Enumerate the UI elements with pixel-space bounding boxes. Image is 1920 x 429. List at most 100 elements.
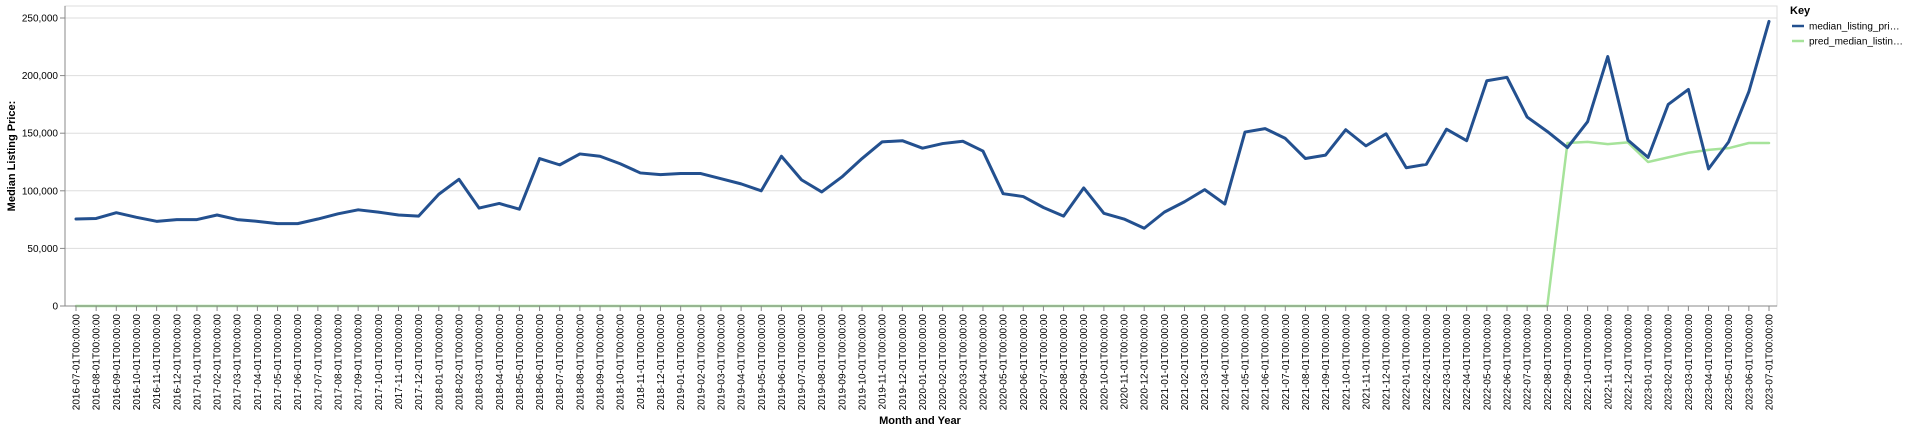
x-tick-label: 2019-10-01T00:00:00	[858, 314, 869, 411]
x-tick-label: 2023-04-01T00:00:00	[1704, 314, 1715, 411]
legend: Key median_listing_pri… pred_median_listi…	[1790, 5, 1903, 48]
x-tick-label: 2020-06-01T00:00:00	[1019, 314, 1030, 411]
x-tick-label: 2020-01-01T00:00:00	[918, 314, 929, 411]
x-tick-label: 2021-11-01T00:00:00	[1361, 314, 1372, 410]
x-tick-label: 2017-11-01T00:00:00	[394, 314, 405, 410]
x-tick-label: 2018-05-01T00:00:00	[515, 314, 526, 411]
x-tick-label: 2017-09-01T00:00:00	[354, 314, 365, 411]
x-tick-label: 2022-03-01T00:00:00	[1442, 314, 1453, 411]
x-tick-label: 2017-05-01T00:00:00	[273, 314, 284, 411]
x-tick-label: 2020-02-01T00:00:00	[938, 314, 949, 411]
x-tick-label: 2022-06-01T00:00:00	[1502, 314, 1513, 411]
x-tick-label: 2018-08-01T00:00:00	[575, 314, 586, 411]
x-tick-label: 2020-08-01T00:00:00	[1059, 314, 1070, 411]
x-tick-label: 2019-07-01T00:00:00	[797, 314, 808, 411]
x-tick-label: 2021-04-01T00:00:00	[1220, 314, 1231, 411]
x-tick-label: 2017-02-01T00:00:00	[213, 314, 224, 411]
y-axis: 0 50,000 100,000 150,000 200,000 250,000	[22, 6, 66, 313]
x-tick-label: 2021-09-01T00:00:00	[1321, 314, 1332, 411]
x-tick-label: 2019-11-01T00:00:00	[878, 314, 889, 410]
x-tick-label: 2023-01-01T00:00:00	[1644, 314, 1655, 411]
x-tick-label: 2022-10-01T00:00:00	[1583, 314, 1594, 411]
x-tick-label: 2018-04-01T00:00:00	[495, 314, 506, 411]
x-tick-label: 2020-03-01T00:00:00	[958, 314, 969, 411]
x-tick-label: 2021-08-01T00:00:00	[1301, 314, 1312, 411]
x-tick-label: 2018-06-01T00:00:00	[535, 314, 546, 411]
x-tick-label: 2018-12-01T00:00:00	[656, 314, 667, 411]
legend-title: Key	[1790, 5, 1811, 17]
x-tick-label: 2022-09-01T00:00:00	[1563, 314, 1574, 411]
y-tick-label: 200,000	[22, 71, 59, 82]
x-tick-label: 2023-02-01T00:00:00	[1664, 314, 1675, 411]
x-tick-label: 2022-02-01T00:00:00	[1422, 314, 1433, 411]
x-tick-label: 2018-07-01T00:00:00	[555, 314, 566, 411]
x-tick-label: 2016-11-01T00:00:00	[152, 314, 163, 410]
x-tick-label: 2017-07-01T00:00:00	[313, 314, 324, 411]
x-tick-label: 2022-04-01T00:00:00	[1462, 314, 1473, 411]
x-tick-label: 2016-12-01T00:00:00	[172, 314, 183, 411]
series-line-1	[74, 19, 1771, 230]
x-tick-label: 2019-03-01T00:00:00	[716, 314, 727, 411]
x-tick-label: 2022-12-01T00:00:00	[1623, 314, 1634, 411]
x-tick-label: 2022-11-01T00:00:00	[1603, 314, 1614, 410]
x-tick-label: 2020-09-01T00:00:00	[1079, 314, 1090, 411]
legend-label: median_listing_pri…	[1809, 22, 1900, 33]
legend-label: pred_median_listin…	[1809, 37, 1903, 48]
x-tick-label: 2017-03-01T00:00:00	[233, 314, 244, 411]
x-tick-label: 2021-12-01T00:00:00	[1382, 314, 1393, 411]
x-tick-label: 2022-01-01T00:00:00	[1402, 314, 1413, 411]
y-tick-label: 0	[52, 302, 58, 313]
x-tick-label: 2017-04-01T00:00:00	[253, 314, 264, 411]
x-tick-label: 2016-08-01T00:00:00	[92, 314, 103, 411]
x-tick-label: 2020-04-01T00:00:00	[978, 314, 989, 411]
y-tick-label: 100,000	[22, 186, 59, 197]
x-tick-label: 2019-02-01T00:00:00	[696, 314, 707, 411]
x-tick-label: 2016-09-01T00:00:00	[112, 314, 123, 411]
x-tick-label: 2020-12-01T00:00:00	[1140, 314, 1151, 411]
x-tick-label: 2021-03-01T00:00:00	[1200, 314, 1211, 411]
x-tick-label: 2019-05-01T00:00:00	[757, 314, 768, 411]
x-tick-label: 2016-07-01T00:00:00	[72, 314, 83, 411]
y-tick-label: 250,000	[22, 14, 59, 25]
x-tick-label: 2018-09-01T00:00:00	[596, 314, 607, 411]
x-tick-label: 2017-06-01T00:00:00	[293, 314, 304, 411]
x-tick-label: 2023-06-01T00:00:00	[1744, 314, 1755, 411]
x-tick-label: 2016-10-01T00:00:00	[132, 314, 143, 411]
x-tick-label: 2019-08-01T00:00:00	[817, 314, 828, 411]
x-tick-label: 2019-09-01T00:00:00	[837, 314, 848, 411]
x-tick-label: 2022-07-01T00:00:00	[1523, 314, 1534, 411]
x-tick-label: 2023-03-01T00:00:00	[1684, 314, 1695, 411]
x-tick-label: 2020-10-01T00:00:00	[1099, 314, 1110, 411]
x-tick-label: 2018-02-01T00:00:00	[454, 314, 465, 411]
x-tick-label: 2021-02-01T00:00:00	[1180, 314, 1191, 411]
x-tick-label: 2019-06-01T00:00:00	[777, 314, 788, 411]
x-tick-label: 2017-01-01T00:00:00	[192, 314, 203, 411]
y-tick-label: 150,000	[22, 129, 59, 140]
x-tick-label: 2021-01-01T00:00:00	[1160, 314, 1171, 411]
x-tick-label: 2023-07-01T00:00:00	[1765, 314, 1776, 411]
x-tick-label: 2018-01-01T00:00:00	[434, 314, 445, 411]
x-tick-label: 2017-10-01T00:00:00	[374, 314, 385, 411]
x-tick-label: 2021-10-01T00:00:00	[1341, 314, 1352, 411]
x-tick-label: 2020-07-01T00:00:00	[1039, 314, 1050, 411]
y-tick-label: 50,000	[27, 244, 58, 255]
y-axis-title: Median Listing Price:	[6, 101, 18, 212]
x-tick-label: 2018-11-01T00:00:00	[636, 314, 647, 410]
x-axis-title: Month and Year	[879, 415, 961, 427]
x-tick-label: 2021-07-01T00:00:00	[1281, 314, 1292, 411]
x-tick-label: 2020-05-01T00:00:00	[999, 314, 1010, 411]
x-tick-label: 2022-08-01T00:00:00	[1543, 314, 1554, 411]
x-tick-label: 2021-05-01T00:00:00	[1240, 314, 1251, 411]
x-tick-label: 2022-05-01T00:00:00	[1482, 314, 1493, 411]
x-tick-label: 2019-12-01T00:00:00	[898, 314, 909, 411]
x-tick-label: 2017-12-01T00:00:00	[414, 314, 425, 411]
x-axis: 2016-07-01T00:00:00 2016-08-01T00:00:00 20…	[65, 305, 1777, 411]
x-tick-label: 2021-06-01T00:00:00	[1261, 314, 1272, 411]
x-tick-label: 2018-10-01T00:00:00	[616, 314, 627, 411]
x-tick-label: 2019-04-01T00:00:00	[737, 314, 748, 411]
x-tick-label: 2018-03-01T00:00:00	[475, 314, 486, 411]
x-tick-label: 2017-08-01T00:00:00	[334, 314, 345, 411]
x-tick-label: 2020-11-01T00:00:00	[1120, 314, 1131, 410]
